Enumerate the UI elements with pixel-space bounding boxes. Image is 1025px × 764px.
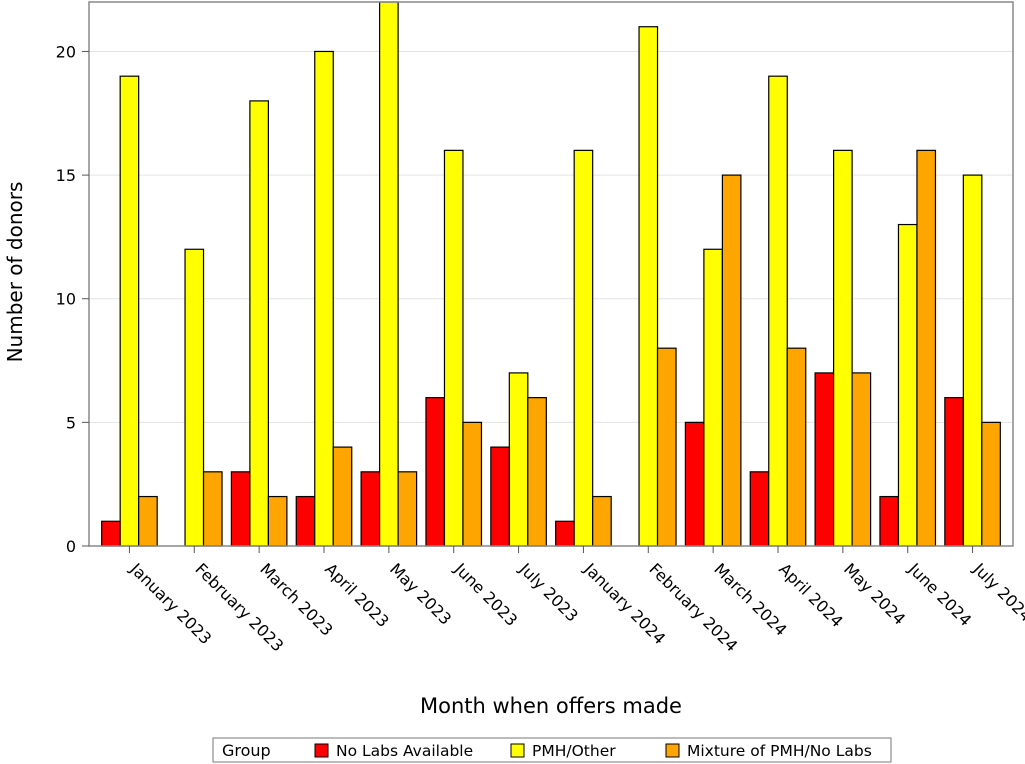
bar <box>249 100 269 547</box>
y-tick-label: 15 <box>56 166 76 185</box>
bar <box>119 75 140 547</box>
bar <box>749 471 770 547</box>
legend-swatch <box>510 743 525 758</box>
bar <box>379 1 399 547</box>
y-axis-label: Number of donors <box>3 182 27 363</box>
bar <box>833 149 853 547</box>
bar <box>314 50 334 547</box>
bar <box>944 397 964 547</box>
bar <box>184 248 205 547</box>
bar <box>768 75 788 547</box>
x-tick-label: May 2023 <box>386 559 455 628</box>
y-tick-label: 20 <box>56 42 76 61</box>
bar <box>897 223 918 547</box>
bar <box>508 372 529 547</box>
bar <box>962 174 983 547</box>
bar <box>851 372 872 547</box>
bar <box>786 347 807 547</box>
legend-label: No Labs Available <box>336 742 473 760</box>
bar <box>360 471 381 547</box>
bar <box>490 446 510 547</box>
x-tick-label: June 2024 <box>904 559 975 630</box>
y-tick-label: 10 <box>56 290 76 309</box>
x-tick-label: July 2024 <box>969 559 1025 626</box>
bar <box>462 421 483 547</box>
bar <box>721 174 742 547</box>
legend-label: Mixture of PMH/No Labs <box>687 742 872 760</box>
bar <box>592 495 612 547</box>
y-tick-label: 5 <box>66 413 76 432</box>
bar <box>202 471 223 547</box>
bar <box>527 397 547 547</box>
bar <box>703 248 723 547</box>
legend-swatch <box>665 743 680 758</box>
bar <box>573 149 594 547</box>
legend: Group No Labs Available PMH/Other Mixture o… <box>212 737 892 763</box>
bar <box>295 495 316 547</box>
gridlines <box>89 50 1013 423</box>
y-axis: 0 5 10 15 20 <box>56 42 89 556</box>
x-tick-label: July 2023 <box>515 559 582 626</box>
bar <box>684 421 705 547</box>
bar <box>443 149 464 547</box>
x-axis-label: Month when offers made <box>420 694 682 718</box>
bar <box>638 26 659 547</box>
bars <box>101 1 1001 547</box>
bar <box>425 397 446 547</box>
bar <box>981 421 1001 547</box>
x-tick-label: May 2024 <box>840 559 909 628</box>
legend-label: PMH/Other <box>532 742 616 760</box>
plot-frame <box>88 1 1014 547</box>
bar <box>814 372 835 547</box>
bar <box>332 446 353 547</box>
bar <box>267 495 288 547</box>
legend-title: Group <box>222 741 271 760</box>
y-tick-label: 0 <box>66 537 76 556</box>
bar <box>656 347 677 547</box>
bar <box>138 495 158 547</box>
legend-swatch <box>314 743 329 758</box>
bar <box>916 149 937 547</box>
bar <box>397 471 418 547</box>
bar <box>101 520 121 547</box>
bar <box>555 520 575 547</box>
bar <box>230 471 251 547</box>
x-tick-label: June 2023 <box>450 559 521 630</box>
bar <box>879 495 900 547</box>
